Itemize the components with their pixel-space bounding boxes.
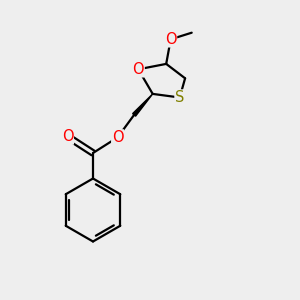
Text: O: O (133, 62, 144, 77)
Text: O: O (112, 130, 123, 145)
Text: S: S (175, 90, 184, 105)
Polygon shape (133, 94, 153, 116)
Text: O: O (165, 32, 176, 47)
Text: O: O (62, 129, 73, 144)
